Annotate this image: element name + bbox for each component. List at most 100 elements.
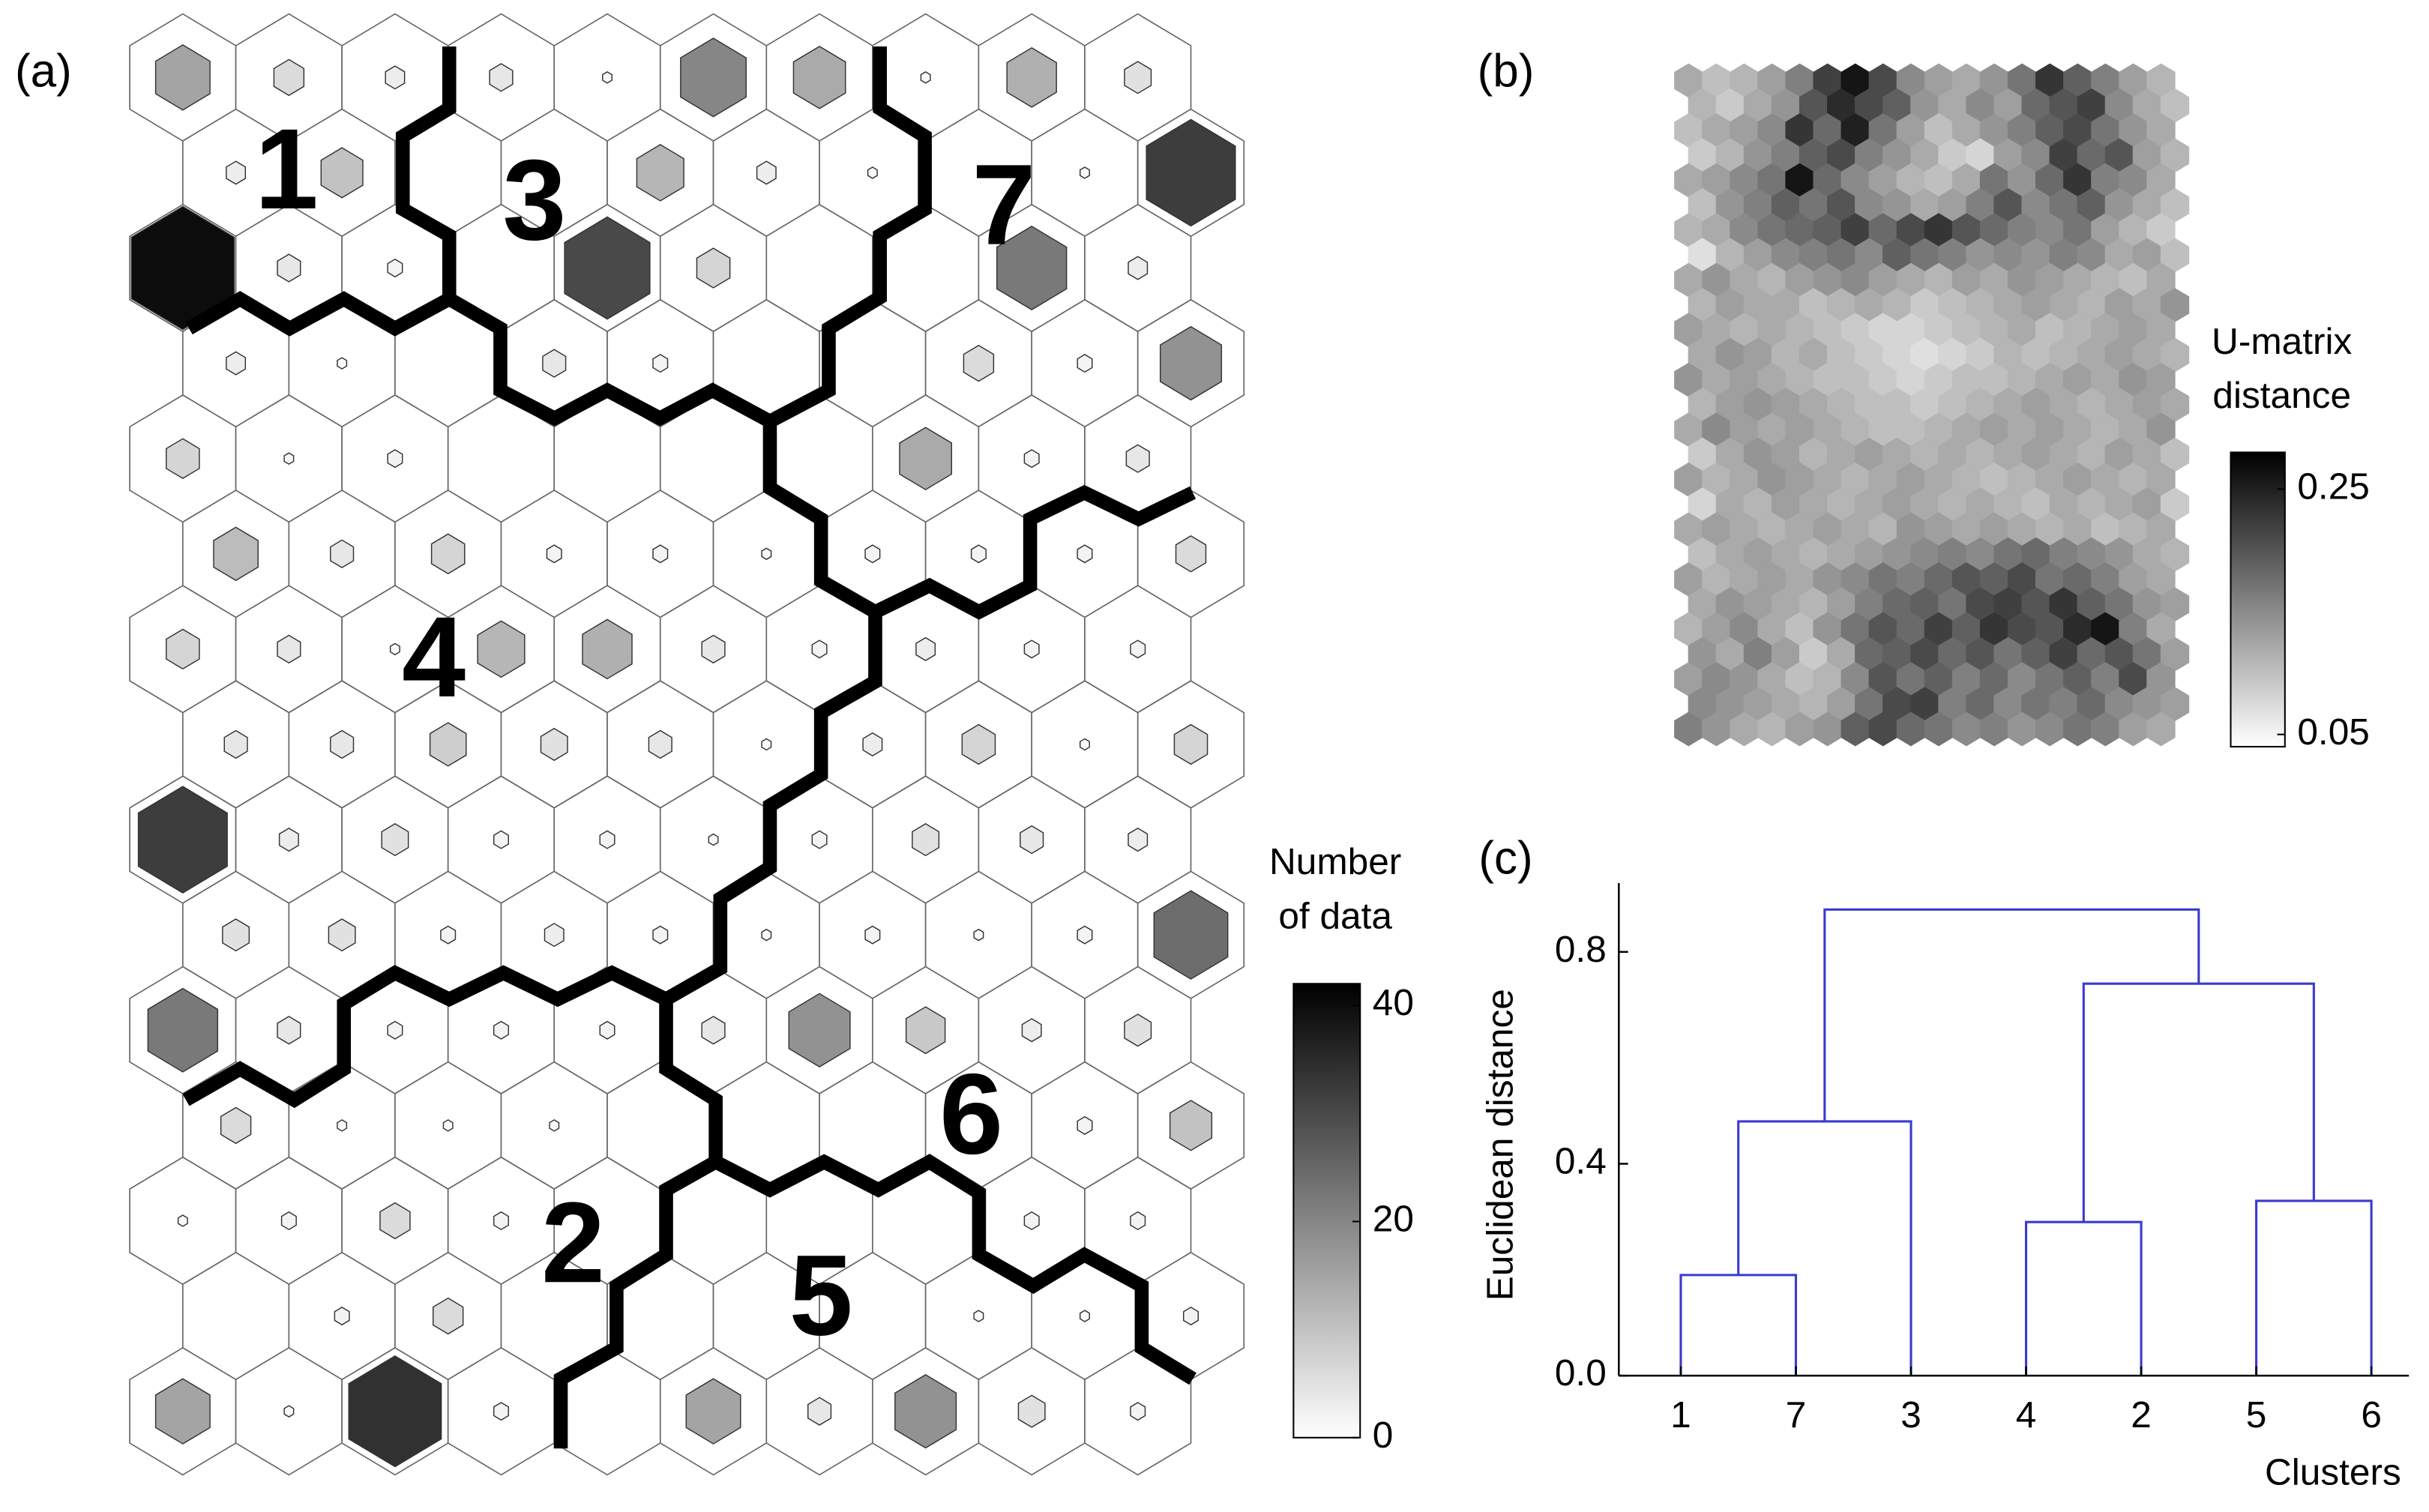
dendrogram-link — [1737, 1120, 1912, 1376]
hit-marker — [867, 166, 878, 179]
boundary — [553, 1155, 720, 1449]
hit-marker — [636, 144, 684, 202]
dendrogram-link — [2255, 1199, 2373, 1376]
hit-marker — [915, 636, 936, 661]
hit-marker — [1079, 738, 1090, 751]
hit-marker — [894, 1373, 957, 1449]
dendrogram-link — [1679, 1274, 1798, 1376]
x-axis-label: Clusters — [2265, 1451, 2401, 1493]
hit-marker — [166, 438, 200, 479]
hit-marker — [905, 1006, 946, 1055]
hit-marker — [708, 833, 719, 846]
colorbar-label: distance — [2212, 374, 2351, 416]
panel-label: (a) — [15, 46, 72, 97]
hit-marker — [1175, 535, 1207, 573]
hit-marker — [996, 226, 1068, 311]
hit-marker — [599, 1020, 615, 1040]
hit-marker — [912, 823, 940, 857]
hit-marker — [328, 918, 356, 952]
colorbar-tick-label: 0 — [1373, 1414, 1394, 1456]
hit-marker — [1169, 1100, 1213, 1151]
hit-marker — [1146, 118, 1236, 227]
hit-marker — [278, 828, 299, 852]
hit-marker — [348, 1355, 442, 1468]
hit-marker — [477, 620, 526, 678]
hit-marker — [273, 58, 305, 97]
hit-marker — [440, 925, 457, 945]
hit-marker — [542, 349, 567, 378]
colorbar-label: of data — [1278, 895, 1392, 937]
panel-label: (b) — [1478, 46, 1535, 97]
hit-marker — [1020, 825, 1044, 855]
hit-marker — [761, 738, 772, 751]
hit-marker — [970, 544, 987, 564]
hit-marker — [493, 1211, 509, 1231]
hit-marker — [223, 729, 248, 759]
hit-marker — [154, 44, 211, 111]
hit-marker — [920, 71, 931, 84]
hit-marker — [648, 729, 672, 759]
cluster-label: 3 — [502, 136, 566, 264]
hit-marker — [862, 732, 883, 757]
cluster-boundaries — [182, 46, 1197, 1449]
hit-marker — [652, 544, 669, 564]
hit-marker — [432, 1297, 464, 1335]
hit-marker — [1124, 1013, 1152, 1047]
boundary — [182, 965, 669, 1109]
hit-marker — [389, 642, 400, 656]
dendrogram-link — [1823, 908, 2200, 1121]
hit-marker — [283, 452, 295, 466]
hit-marker — [387, 1020, 403, 1040]
colorbar-tick-label: 40 — [1373, 981, 1414, 1023]
hit-marker — [226, 351, 247, 376]
hit-marker — [973, 928, 984, 942]
hit-marker — [337, 1119, 348, 1132]
hit-marker — [1077, 925, 1093, 945]
hit-marker — [1006, 46, 1057, 108]
hit-marker — [811, 639, 828, 659]
panel-label: (c) — [1478, 832, 1532, 884]
x-tick-label: 4 — [2016, 1394, 2037, 1436]
cluster-label: 4 — [402, 594, 466, 721]
hit-marker — [602, 71, 612, 84]
hit-marker — [788, 993, 851, 1067]
colorbar — [1292, 983, 1361, 1439]
x-tick-label: 7 — [1786, 1394, 1807, 1436]
hit-marker — [1128, 828, 1149, 852]
hit-marker — [442, 1119, 454, 1132]
dendrogram-link — [2024, 1220, 2143, 1376]
hit-marker — [756, 160, 777, 185]
hit-marker — [1130, 639, 1146, 659]
umatrix-cell — [2146, 711, 2176, 747]
hit-marker — [599, 830, 615, 849]
hit-marker — [330, 539, 355, 569]
hit-marker — [337, 357, 348, 370]
hit-marker — [1125, 444, 1150, 473]
hit-marker — [1077, 354, 1093, 373]
hit-marker — [277, 1016, 301, 1045]
hit-marker — [973, 1310, 984, 1322]
colorbar — [2230, 451, 2286, 748]
y-tick-label: 0.8 — [1555, 928, 1607, 970]
hit-marker — [222, 918, 250, 952]
y-tick-label: 0.4 — [1555, 1140, 1607, 1182]
hit-marker — [430, 533, 466, 575]
hit-marker — [1130, 1211, 1146, 1231]
hit-marker — [177, 1214, 188, 1227]
boundary — [766, 46, 932, 428]
x-tick-label: 3 — [1900, 1394, 1921, 1436]
hit-marker — [792, 46, 846, 109]
hit-marker — [696, 247, 731, 289]
y-axis-label: Euclidean distance — [1478, 989, 1520, 1301]
hit-marker — [385, 65, 406, 90]
hit-marker — [334, 1307, 350, 1326]
x-tick-label: 6 — [2361, 1394, 2382, 1436]
hit-marker — [1079, 166, 1090, 179]
hit-marker — [220, 1106, 252, 1145]
hit-map — [129, 13, 1245, 1476]
hit-marker — [1079, 1310, 1090, 1322]
hit-marker — [864, 544, 881, 564]
hit-marker — [807, 1397, 832, 1426]
